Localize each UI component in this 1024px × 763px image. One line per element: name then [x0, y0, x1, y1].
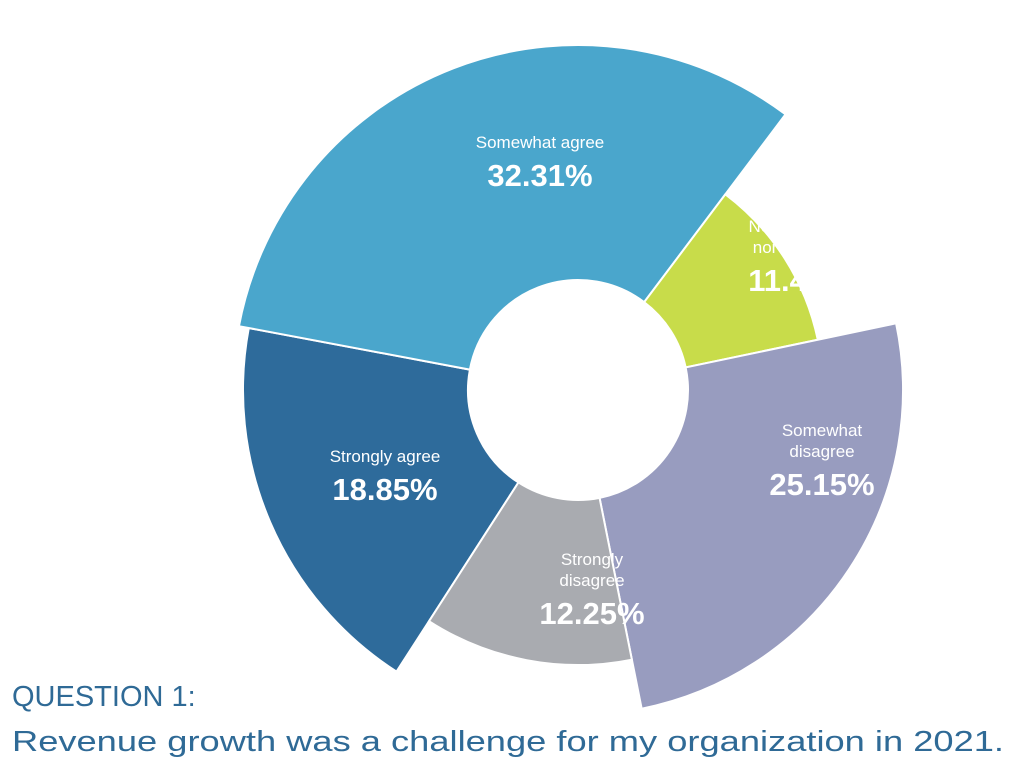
- donut: [237, 44, 904, 710]
- slice-value: 25.15%: [769, 467, 874, 502]
- slice-category: Neither agree nor disagree: [748, 217, 851, 257]
- slice-value: 32.31%: [487, 158, 592, 193]
- chart-title: QUESTION 1:: [12, 681, 196, 713]
- slice-labels: Strongly agree 18.85% Somewhat agree 32.31%…: [330, 133, 875, 631]
- slice-category: Somewhat disagree: [782, 421, 863, 461]
- slice-category: Strongly disagree: [559, 550, 624, 590]
- donut-hole: [468, 280, 688, 500]
- slice: [237, 44, 787, 371]
- chart-subtitle: Revenue growth was a challenge for my or…: [12, 726, 1004, 758]
- slice-value: 12.25%: [539, 596, 644, 631]
- slice-category: Strongly agree: [330, 447, 441, 466]
- slice-value: 18.85%: [332, 472, 437, 507]
- slice-value: 11.44%: [748, 263, 851, 298]
- slice-category: Somewhat agree: [476, 133, 605, 152]
- slice: [242, 326, 520, 673]
